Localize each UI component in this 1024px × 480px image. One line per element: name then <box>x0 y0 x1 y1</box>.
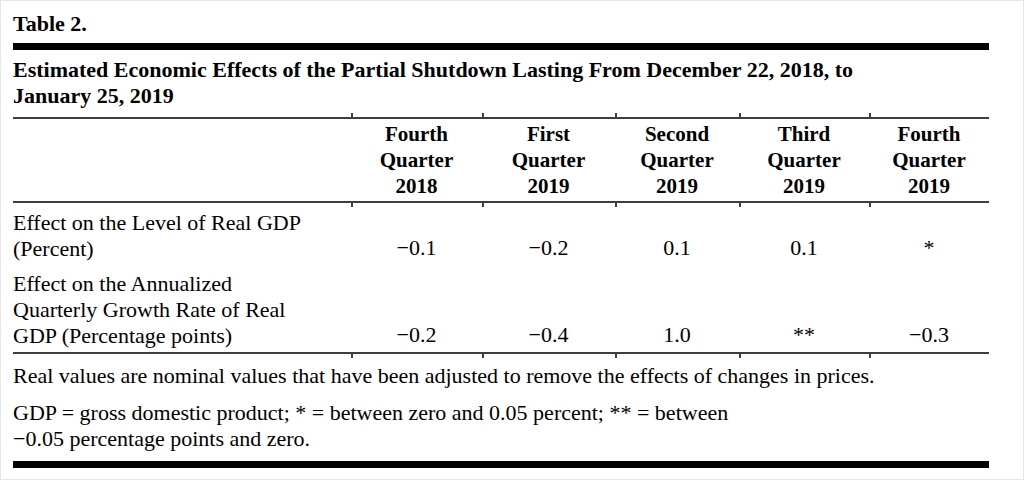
table-cell-value: * <box>869 203 989 262</box>
footnote-real-values: Real values are nominal values that have… <box>13 363 989 389</box>
column-divider-tick <box>615 354 617 358</box>
column-divider-tick <box>869 203 871 207</box>
column-header-line: Second <box>615 121 739 147</box>
bottom-thick-rule <box>13 461 989 468</box>
column-header-q3-2019: Third Quarter 2019 <box>739 119 869 201</box>
body-bottom-rule <box>13 352 989 354</box>
table-number: Table 2. <box>13 11 989 37</box>
column-header-line: Quarter <box>869 147 989 173</box>
table-cell-value: −0.2 <box>482 203 615 262</box>
column-header-line: Quarter <box>739 147 869 173</box>
column-header-q4-2019: Fourth Quarter 2019 <box>869 119 989 201</box>
table-cell-value: ** <box>739 262 869 349</box>
table-title-line-2: January 25, 2019 <box>13 83 989 109</box>
table-cell-value: 1.0 <box>615 262 739 349</box>
table-cell-value: 0.1 <box>739 203 869 262</box>
column-divider-tick <box>869 354 871 358</box>
column-divider-tick <box>615 113 617 117</box>
column-header-line: 2019 <box>615 173 739 199</box>
column-header-q1-2019: First Quarter 2019 <box>482 119 615 201</box>
row-label-line: Effect on the Level of Real GDP <box>13 210 351 236</box>
table-cell-value: −0.3 <box>869 262 989 349</box>
column-divider-tick <box>615 203 617 207</box>
column-header-line: 2018 <box>351 173 482 199</box>
column-divider-tick <box>351 113 353 117</box>
column-header-line: Quarter <box>615 147 739 173</box>
column-header-line: Third <box>739 121 869 147</box>
column-divider-tick <box>739 113 741 117</box>
footnote-text-line: GDP = gross domestic product; * = betwee… <box>13 400 989 426</box>
column-divider-tick <box>351 354 353 358</box>
column-header-line: First <box>482 121 615 147</box>
table-title-line-1: Estimated Economic Effects of the Partia… <box>13 57 989 83</box>
column-header-line: Quarter <box>351 147 482 173</box>
table-cell-value: −0.1 <box>351 203 482 262</box>
column-divider-tick <box>351 203 353 207</box>
column-divider-tick <box>869 113 871 117</box>
table-content: Table 2. Estimated Economic Effects of t… <box>13 11 989 468</box>
document-page: Table 2. Estimated Economic Effects of t… <box>0 0 1024 480</box>
footnote-text: Real values are nominal values that have… <box>13 363 875 388</box>
column-divider-tick <box>482 113 484 117</box>
header-top-rule <box>13 117 989 119</box>
column-header-q4-2018: Fourth Quarter 2018 <box>351 119 482 201</box>
footnote-text-line: −0.05 percentage points and zero. <box>13 426 989 452</box>
top-thick-rule <box>13 43 989 50</box>
column-header-line: 2019 <box>482 173 615 199</box>
table-title: Estimated Economic Effects of the Partia… <box>13 57 989 109</box>
row-label-line: (Percent) <box>13 236 351 262</box>
row-label-line: GDP (Percentage points) <box>13 323 351 349</box>
header-spacer-cell <box>13 119 351 201</box>
row-label-gdp-growth-rate: Effect on the Annualized Quarterly Growt… <box>13 262 351 349</box>
column-divider-tick <box>482 203 484 207</box>
table-cell-value: −0.4 <box>482 262 615 349</box>
column-header-line: Fourth <box>869 121 989 147</box>
row-label-line: Quarterly Growth Rate of Real <box>13 297 351 323</box>
table-cell-value: 0.1 <box>615 203 739 262</box>
row-label-line: Effect on the Annualized <box>13 271 351 297</box>
column-header-line: Fourth <box>351 121 482 147</box>
column-header-q2-2019: Second Quarter 2019 <box>615 119 739 201</box>
table-body: Effect on the Level of Real GDP (Percent… <box>13 203 989 349</box>
footnote-definitions: GDP = gross domestic product; * = betwee… <box>13 400 989 452</box>
table-cell-value: −0.2 <box>351 262 482 349</box>
column-divider-tick <box>739 354 741 358</box>
column-header-line: 2019 <box>739 173 869 199</box>
header-bottom-rule <box>13 201 989 203</box>
column-divider-tick <box>482 354 484 358</box>
column-header-line: Quarter <box>482 147 615 173</box>
column-divider-tick <box>739 203 741 207</box>
table-header-row: Fourth Quarter 2018 First Quarter 2019 S… <box>13 119 989 201</box>
column-header-line: 2019 <box>869 173 989 199</box>
row-label-gdp-level: Effect on the Level of Real GDP (Percent… <box>13 203 351 262</box>
